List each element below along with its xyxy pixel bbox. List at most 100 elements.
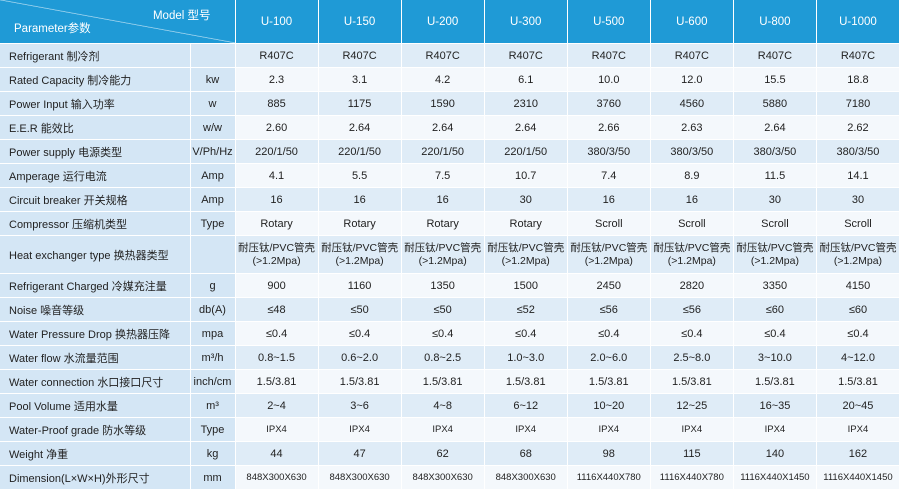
value-cell: 1.5/3.81 bbox=[318, 369, 402, 394]
unit: Type bbox=[190, 417, 236, 442]
value-cell: 10.0 bbox=[567, 67, 651, 92]
value-cell: 1.5/3.81 bbox=[401, 369, 485, 394]
unit: V/Ph/Hz bbox=[190, 139, 236, 164]
value-cell: 220/1/50 bbox=[401, 139, 485, 164]
value-cell: 885 bbox=[235, 91, 319, 116]
value-cell: 62 bbox=[401, 441, 485, 466]
value-cell: 30 bbox=[484, 187, 568, 212]
value-cell: ≤56 bbox=[650, 297, 734, 322]
value-cell: 1.5/3.81 bbox=[816, 369, 900, 394]
value-cell: 2.66 bbox=[567, 115, 651, 140]
parameter-label: Water-Proof grade 防水等级 bbox=[0, 417, 191, 442]
value-cell: ≤50 bbox=[318, 297, 402, 322]
table-row: Noise 噪音等级 db(A) ≤48 ≤50 ≤50 ≤52 ≤56 ≤56 ≤60 ≤60 bbox=[0, 297, 900, 322]
value-cell: 1500 bbox=[484, 273, 568, 298]
value-cell: 20~45 bbox=[816, 393, 900, 418]
table-row: Refrigerant 制冷剂 R407C R407C R407C R407C R407C… bbox=[0, 43, 900, 68]
unit: kw bbox=[190, 67, 236, 92]
value-line: 耐压钛/PVC管壳 bbox=[487, 241, 565, 254]
value-cell: 耐压钛/PVC管壳 (>1.2Mpa) bbox=[567, 235, 651, 274]
parameter-label: Pool Volume 适用水量 bbox=[0, 393, 191, 418]
value-cell: ≤0.4 bbox=[733, 321, 817, 346]
value-cell: 4.1 bbox=[235, 163, 319, 188]
unit: m³/h bbox=[190, 345, 236, 370]
value-cell: 0.8~1.5 bbox=[235, 345, 319, 370]
value-cell: 16 bbox=[318, 187, 402, 212]
value-cell: R407C bbox=[816, 43, 900, 68]
parameter-label: Heat exchanger type 换热器类型 bbox=[0, 235, 191, 274]
value-cell: 848X300X630 bbox=[484, 465, 568, 490]
value-cell: ≤0.4 bbox=[484, 321, 568, 346]
value-cell: R407C bbox=[318, 43, 402, 68]
value-cell: ≤56 bbox=[567, 297, 651, 322]
value-cell: IPX4 bbox=[484, 417, 568, 442]
value-cell: 耐压钛/PVC管壳 (>1.2Mpa) bbox=[816, 235, 900, 274]
table-row: Compressor 压缩机类型 Type Rotary Rotary Rotary Ro… bbox=[0, 211, 900, 236]
value-cell: 16 bbox=[235, 187, 319, 212]
value-line: 耐压钛/PVC管壳 bbox=[653, 241, 731, 254]
value-cell: 5.5 bbox=[318, 163, 402, 188]
model-header: U-800 bbox=[733, 0, 817, 44]
value-cell: 380/3/50 bbox=[567, 139, 651, 164]
value-cell: 15.5 bbox=[733, 67, 817, 92]
value-cell: 18.8 bbox=[816, 67, 900, 92]
value-line: (>1.2Mpa) bbox=[418, 254, 467, 267]
parameter-label: Noise 噪音等级 bbox=[0, 297, 191, 322]
unit: w bbox=[190, 91, 236, 116]
value-cell: ≤0.4 bbox=[816, 321, 900, 346]
unit: w/w bbox=[190, 115, 236, 140]
parameter-label: Parameter参数 bbox=[14, 23, 91, 35]
unit: mpa bbox=[190, 321, 236, 346]
value-cell: 2.60 bbox=[235, 115, 319, 140]
value-cell: 16 bbox=[650, 187, 734, 212]
value-cell: R407C bbox=[650, 43, 734, 68]
unit: kg bbox=[190, 441, 236, 466]
model-header: U-500 bbox=[567, 0, 651, 44]
value-cell: 900 bbox=[235, 273, 319, 298]
value-cell: 耐压钛/PVC管壳 (>1.2Mpa) bbox=[318, 235, 402, 274]
value-cell: 4560 bbox=[650, 91, 734, 116]
value-cell: ≤0.4 bbox=[567, 321, 651, 346]
unit: Type bbox=[190, 211, 236, 236]
value-cell: 848X300X630 bbox=[401, 465, 485, 490]
value-cell: 848X300X630 bbox=[318, 465, 402, 490]
value-cell: 1116X440X1450 bbox=[733, 465, 817, 490]
parameter-label: Water Pressure Drop 换热器压降 bbox=[0, 321, 191, 346]
header-row: Model 型号 Parameter参数 U-100 U-150 U-200 U-300… bbox=[0, 0, 900, 44]
value-cell: 5880 bbox=[733, 91, 817, 116]
parameter-label: Compressor 压缩机类型 bbox=[0, 211, 191, 236]
value-cell: 3~6 bbox=[318, 393, 402, 418]
unit: g bbox=[190, 273, 236, 298]
unit bbox=[190, 235, 236, 274]
value-cell: 4.2 bbox=[401, 67, 485, 92]
parameter-label: Power supply 电源类型 bbox=[0, 139, 191, 164]
parameter-label: Circuit breaker 开关规格 bbox=[0, 187, 191, 212]
value-cell: IPX4 bbox=[816, 417, 900, 442]
value-cell: 2.0~6.0 bbox=[567, 345, 651, 370]
parameter-label: E.E.R 能效比 bbox=[0, 115, 191, 140]
value-cell: ≤50 bbox=[401, 297, 485, 322]
value-cell: Rotary bbox=[484, 211, 568, 236]
value-cell: 1590 bbox=[401, 91, 485, 116]
value-cell: 30 bbox=[733, 187, 817, 212]
value-cell: 140 bbox=[733, 441, 817, 466]
value-cell: ≤0.4 bbox=[650, 321, 734, 346]
model-header: U-1000 bbox=[816, 0, 900, 44]
value-cell: ≤48 bbox=[235, 297, 319, 322]
table-row: E.E.R 能效比 w/w 2.60 2.64 2.64 2.64 2.66 2.63 2.64… bbox=[0, 115, 900, 140]
table-row: Water Pressure Drop 换热器压降 mpa ≤0.4 ≤0.4 ≤0.4… bbox=[0, 321, 900, 346]
value-cell: IPX4 bbox=[567, 417, 651, 442]
value-cell: 115 bbox=[650, 441, 734, 466]
unit: m³ bbox=[190, 393, 236, 418]
value-cell: 2~4 bbox=[235, 393, 319, 418]
value-cell: 1.5/3.81 bbox=[484, 369, 568, 394]
value-cell: 10~20 bbox=[567, 393, 651, 418]
value-line: 耐压钛/PVC管壳 bbox=[321, 241, 399, 254]
table-row: Pool Volume 适用水量 m³ 2~4 3~6 4~8 6~12 10~20 12~2… bbox=[0, 393, 900, 418]
model-header: U-600 bbox=[650, 0, 734, 44]
table-row: Water flow 水流量范围 m³/h 0.8~1.5 0.6~2.0 0.8~2.… bbox=[0, 345, 900, 370]
value-cell: ≤0.4 bbox=[235, 321, 319, 346]
model-header: U-100 bbox=[235, 0, 319, 44]
